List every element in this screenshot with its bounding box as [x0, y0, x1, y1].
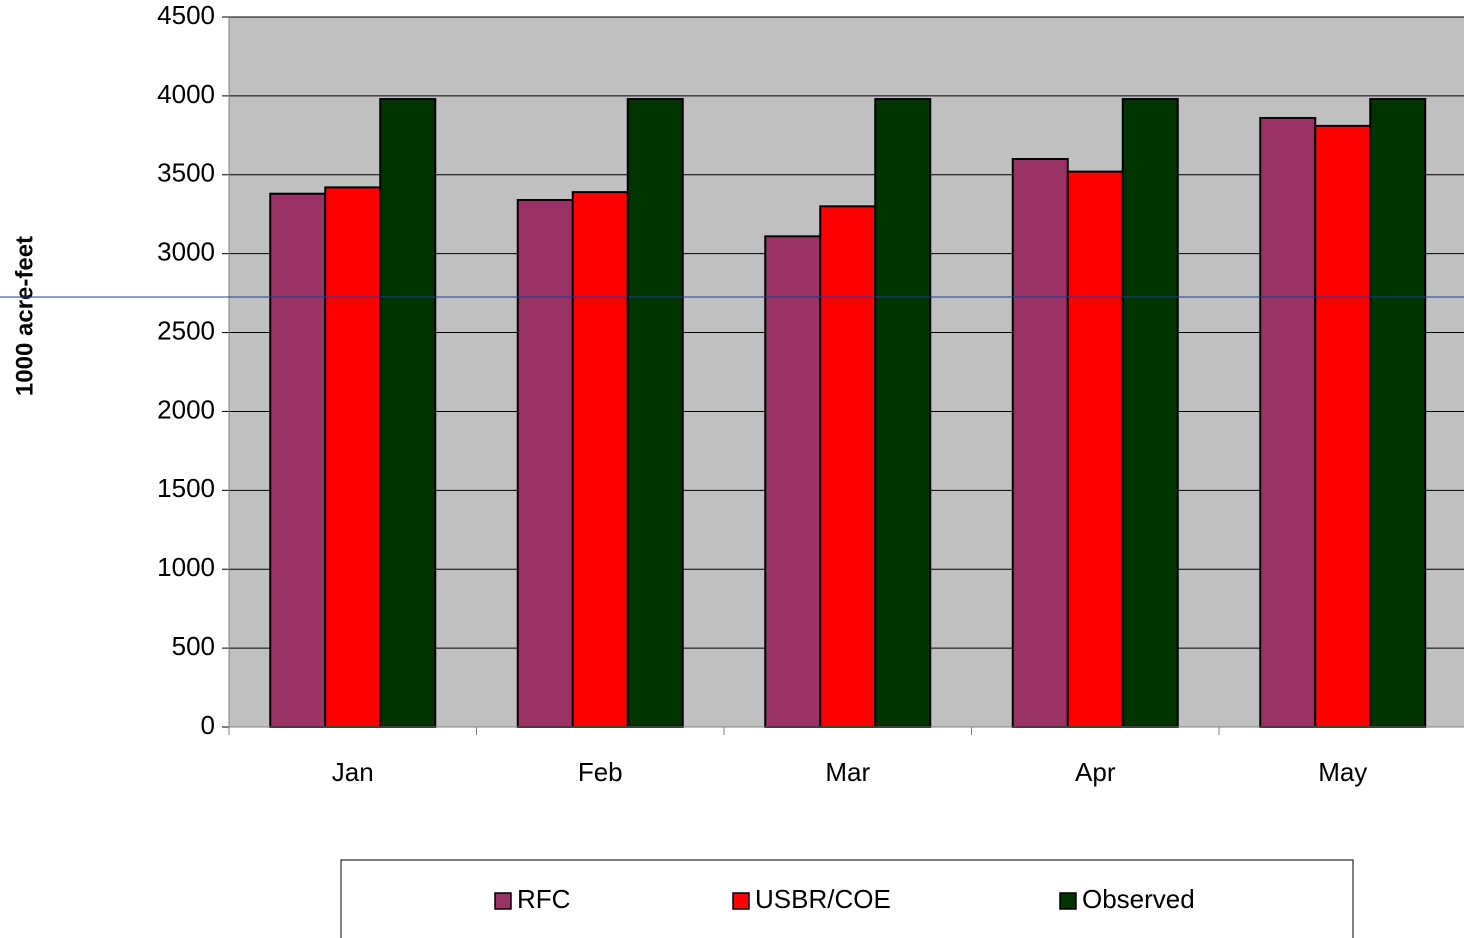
bar [1369, 98, 1427, 729]
y-tick-label: 4000 [157, 79, 215, 109]
bar [1314, 124, 1372, 729]
legend-label: Observed [1082, 884, 1195, 914]
x-tick-label: Jan [332, 757, 374, 787]
bar [571, 191, 629, 728]
bar [1011, 158, 1069, 728]
legend-label: RFC [517, 884, 570, 914]
x-tick-label: May [1318, 757, 1367, 787]
y-tick-label: 2000 [157, 394, 215, 424]
bar [1259, 116, 1317, 728]
y-axis-label: 1000 acre-feet [11, 236, 38, 396]
legend-swatch [1059, 892, 1077, 910]
y-tick-label: 2500 [157, 315, 215, 345]
bar [764, 235, 822, 729]
y-tick-label: 1500 [157, 473, 215, 503]
bar [324, 186, 382, 728]
bar [516, 199, 574, 728]
y-tick-label: 4500 [157, 0, 215, 30]
y-tick-label: 500 [172, 631, 215, 661]
legend-label: USBR/COE [755, 884, 891, 914]
bar [379, 98, 437, 729]
y-tick-label: 0 [201, 710, 215, 740]
legend-swatch [494, 892, 512, 910]
bar [1121, 98, 1179, 729]
bar [819, 205, 877, 729]
y-tick-label: 1000 [157, 552, 215, 582]
legend-swatch [732, 892, 750, 910]
bar [626, 98, 684, 729]
x-tick-label: Mar [825, 757, 870, 787]
y-tick-label: 3000 [157, 237, 215, 267]
x-tick-label: Feb [578, 757, 623, 787]
bar [269, 192, 327, 728]
bar [874, 98, 932, 729]
x-tick-label: Apr [1075, 757, 1116, 787]
y-tick-label: 3500 [157, 158, 215, 188]
bar [1066, 170, 1124, 729]
